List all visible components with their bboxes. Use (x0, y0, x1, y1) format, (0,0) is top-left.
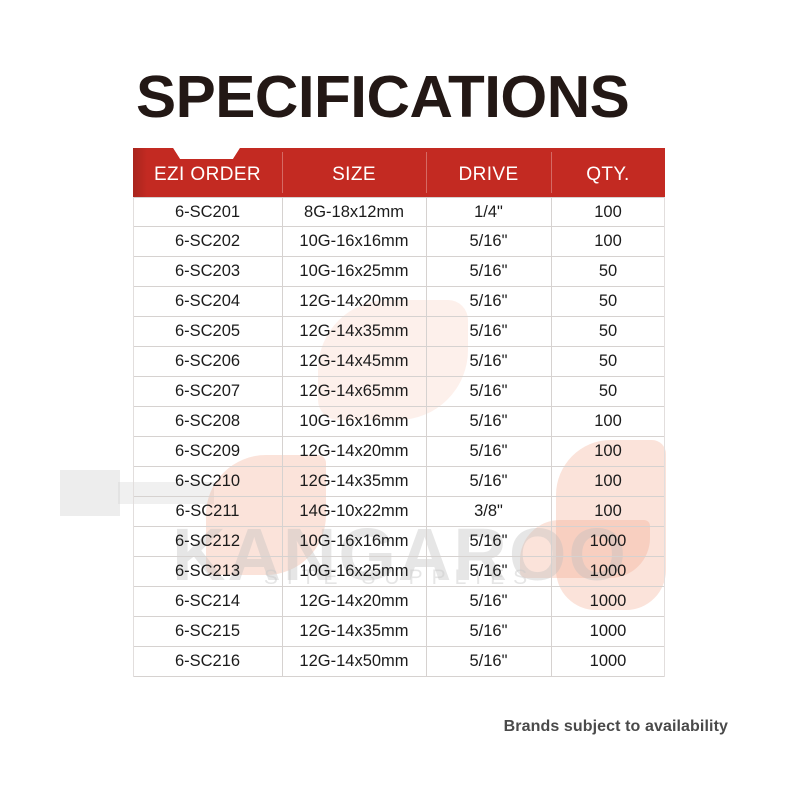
cell-drive: 5/16" (426, 466, 551, 497)
cell-size: 12G-14x35mm (282, 466, 426, 497)
column-header-size: SIZE (282, 148, 426, 197)
cell-drive: 5/16" (426, 526, 551, 557)
specifications-table: EZI ORDER SIZE DRIVE QTY. 6-SC201 8G-18x1… (133, 148, 665, 677)
table-row: 6-SC213 10G-16x25mm 5/16" 1000 (133, 556, 665, 587)
table-row: 6-SC203 10G-16x25mm 5/16" 50 (133, 256, 665, 287)
cell-drive: 5/16" (426, 256, 551, 287)
cell-ezi-order: 6-SC211 (175, 502, 240, 520)
cell-drive: 5/16" (426, 616, 551, 647)
cell-ezi-order: 6-SC208 (174, 412, 241, 430)
table-row: 6-SC211 14G-10x22mm 3/8" 100 (133, 496, 665, 527)
cell-size: 10G-16x25mm (282, 556, 426, 587)
cell-qty: 1000 (551, 526, 665, 557)
cell-size: 14G-10x22mm (282, 496, 426, 527)
cell-ezi-order: 6-SC207 (174, 382, 241, 400)
cell-size: 12G-14x20mm (282, 586, 426, 617)
cell-ezi-order: 6-SC212 (174, 532, 241, 550)
table-row: 6-SC208 10G-16x16mm 5/16" 100 (133, 406, 665, 437)
table-row: 6-SC215 12G-14x35mm 5/16" 1000 (133, 616, 665, 647)
table-row: 6-SC212 10G-16x16mm 5/16" 1000 (133, 526, 665, 557)
cell-ezi-order: 6-SC204 (174, 292, 241, 310)
cell-drive: 5/16" (426, 436, 551, 467)
cell-size: 12G-14x65mm (282, 376, 426, 407)
column-header-qty: QTY. (551, 148, 665, 197)
cell-size: 10G-16x16mm (282, 226, 426, 257)
table-row: 6-SC216 12G-14x50mm 5/16" 1000 (133, 646, 665, 677)
cell-size: 8G-18x12mm (282, 197, 426, 227)
cell-qty: 50 (551, 376, 665, 407)
cell-qty: 1000 (551, 646, 665, 677)
cell-size: 12G-14x35mm (282, 316, 426, 347)
column-header-drive: DRIVE (426, 148, 551, 197)
table-row: 6-SC204 12G-14x20mm 5/16" 50 (133, 286, 665, 317)
cell-ezi-order: 6-SC201 (174, 202, 241, 221)
cell-qty: 50 (551, 256, 665, 287)
cell-qty: 100 (551, 496, 665, 527)
cell-qty: 50 (551, 286, 665, 317)
cell-drive: 5/16" (426, 346, 551, 377)
cell-qty: 100 (551, 406, 665, 437)
cell-size: 10G-16x25mm (282, 256, 426, 287)
cell-ezi-order: 6-SC214 (174, 592, 241, 610)
page-title: SPECIFICATIONS (136, 64, 630, 130)
cell-ezi-order: 6-SC210 (174, 472, 241, 490)
cell-size: 12G-14x20mm (282, 286, 426, 317)
cell-qty: 1000 (551, 556, 665, 587)
column-header-ezi-order: EZI ORDER (153, 163, 262, 185)
cell-qty: 50 (551, 346, 665, 377)
cell-ezi-order: 6-SC209 (174, 442, 241, 460)
cell-qty: 100 (551, 436, 665, 467)
table-row: 6-SC202 10G-16x16mm 5/16" 100 (133, 226, 665, 257)
cell-qty: 100 (551, 226, 665, 257)
cell-drive: 5/16" (426, 376, 551, 407)
table-row: 6-SC206 12G-14x45mm 5/16" 50 (133, 346, 665, 377)
table-row: 6-SC207 12G-14x65mm 5/16" 50 (133, 376, 665, 407)
cell-ezi-order: 6-SC205 (174, 322, 241, 340)
cell-qty: 1000 (551, 616, 665, 647)
cell-ezi-order: 6-SC202 (174, 232, 241, 250)
cell-drive: 5/16" (426, 406, 551, 437)
cell-size: 12G-14x45mm (282, 346, 426, 377)
cell-qty: 100 (551, 466, 665, 497)
footer-note: Brands subject to availability (503, 718, 728, 735)
cell-size: 10G-16x16mm (282, 406, 426, 437)
table-row: 6-SC210 12G-14x35mm 5/16" 100 (133, 466, 665, 497)
table-row: 6-SC205 12G-14x35mm 5/16" 50 (133, 316, 665, 347)
cell-drive: 5/16" (426, 226, 551, 257)
cell-ezi-order: 6-SC216 (174, 652, 241, 670)
table-row: 6-SC209 12G-14x20mm 5/16" 100 (133, 436, 665, 467)
table-row: 6-SC214 12G-14x20mm 5/16" 1000 (133, 586, 665, 617)
cell-ezi-order: 6-SC203 (174, 262, 241, 280)
cell-ezi-order: 6-SC213 (174, 562, 241, 580)
cell-qty: 1000 (551, 586, 665, 617)
cell-size: 12G-14x20mm (282, 436, 426, 467)
cell-ezi-order: 6-SC215 (174, 622, 241, 640)
table-header-row: EZI ORDER SIZE DRIVE QTY. (133, 148, 665, 197)
cell-ezi-order: 6-SC206 (174, 352, 241, 370)
cell-drive: 5/16" (426, 586, 551, 617)
cell-drive: 1/4" (426, 197, 551, 227)
cell-drive: 5/16" (426, 556, 551, 587)
cell-drive: 3/8" (426, 496, 551, 527)
cell-qty: 50 (551, 316, 665, 347)
cell-size: 12G-14x35mm (282, 616, 426, 647)
watermark-graphic-bolt-head (60, 470, 120, 516)
cell-qty: 100 (551, 197, 665, 227)
cell-drive: 5/16" (426, 646, 551, 677)
table-row: 6-SC201 8G-18x12mm 1/4" 100 (133, 197, 665, 227)
cell-size: 10G-16x16mm (282, 526, 426, 557)
cell-drive: 5/16" (426, 316, 551, 347)
table-body: 6-SC201 8G-18x12mm 1/4" 100 6-SC202 10G-16x16… (133, 197, 665, 677)
cell-size: 12G-14x50mm (282, 646, 426, 677)
cell-drive: 5/16" (426, 286, 551, 317)
